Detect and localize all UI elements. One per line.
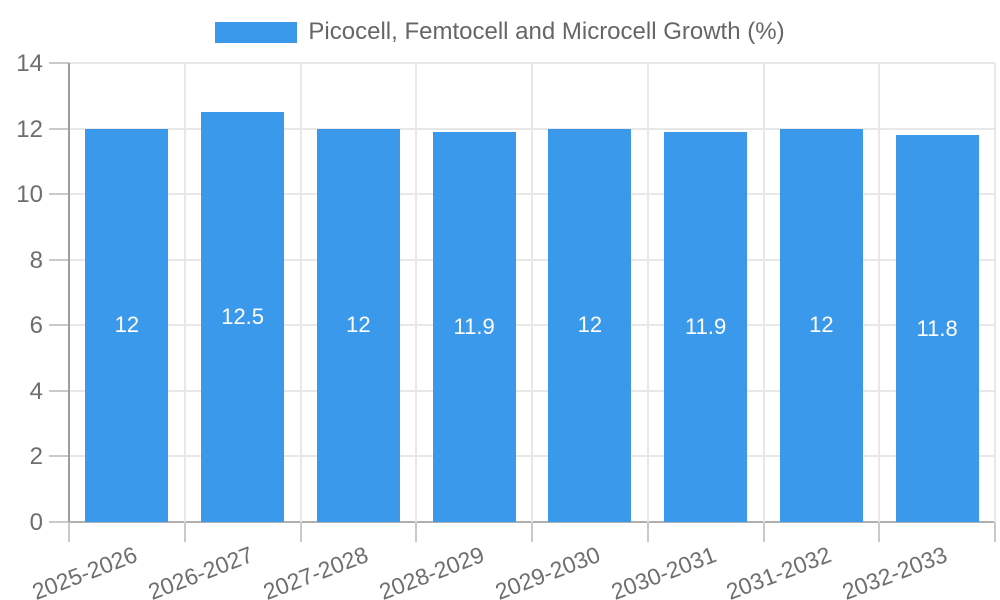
y-axis-tick: [49, 455, 69, 458]
x-axis-label[interactable]: 2027-2028: [259, 541, 372, 600]
v-gridline: [646, 63, 649, 522]
y-axis-tick-label: 10: [16, 181, 43, 209]
x-axis-tick: [878, 522, 881, 542]
y-axis-tick: [49, 193, 69, 196]
y-axis-tick-label: 6: [29, 312, 43, 340]
y-axis-tick-label: 2: [29, 443, 43, 471]
bar-value-label: 11.9: [685, 313, 727, 339]
bar-value-label: 12: [577, 312, 603, 338]
x-axis-label[interactable]: 2025-2026: [28, 541, 141, 600]
y-axis-tick: [49, 127, 69, 130]
y-axis-tick-label: 0: [29, 509, 43, 536]
y-axis-tick-label: 14: [16, 50, 43, 77]
x-axis-tick: [994, 522, 996, 542]
y-axis-tick: [49, 389, 69, 392]
x-axis-label[interactable]: 2029-2030: [491, 541, 604, 600]
x-axis-tick: [68, 522, 70, 542]
x-axis-label[interactable]: 2026-2027: [144, 541, 257, 600]
bar[interactable]: [432, 131, 516, 522]
v-gridline: [415, 63, 418, 522]
x-axis-label[interactable]: 2030-2031: [607, 541, 720, 600]
bar-value-label: 12: [114, 312, 140, 338]
y-axis-tick: [49, 521, 69, 523]
bar[interactable]: [85, 128, 169, 522]
y-axis-tick-label: 12: [16, 115, 43, 143]
bar-value-label: 11.8: [916, 315, 958, 341]
y-axis-tick: [49, 324, 69, 327]
v-gridline: [183, 63, 186, 522]
legend-label: Picocell, Femtocell and Microcell Growth…: [308, 18, 785, 45]
chart-legend[interactable]: Picocell, Femtocell and Microcell Growth…: [0, 18, 1000, 46]
x-axis-tick: [646, 522, 649, 542]
bar[interactable]: [201, 112, 285, 522]
x-axis-label[interactable]: 2031-2032: [722, 541, 835, 600]
y-axis-tick: [49, 62, 69, 64]
bar-value-label: 12: [346, 312, 371, 338]
x-axis-label[interactable]: 2028-2029: [375, 541, 488, 600]
x-axis-tick: [762, 522, 765, 542]
x-axis-tick: [415, 522, 418, 542]
bar-value-label: 11.9: [453, 313, 495, 339]
y-axis-line: [68, 63, 70, 522]
v-gridline: [762, 63, 765, 522]
bar[interactable]: [895, 135, 979, 522]
x-axis-label[interactable]: 2032-2033: [838, 541, 951, 600]
legend-swatch-icon: [215, 21, 298, 43]
x-axis-tick: [299, 522, 302, 542]
bar-value-label: 12: [809, 312, 834, 338]
y-axis-tick: [49, 258, 69, 261]
bar[interactable]: [664, 131, 748, 522]
x-axis-tick: [531, 522, 533, 542]
bar-value-label: 12.5: [221, 304, 265, 330]
x-axis-tick: [183, 522, 186, 542]
v-gridline: [994, 63, 996, 522]
bar[interactable]: [779, 128, 863, 522]
y-axis-tick-label: 4: [29, 377, 43, 405]
bar[interactable]: [316, 128, 400, 522]
v-gridline: [878, 63, 881, 522]
v-gridline: [299, 63, 302, 522]
y-axis-tick-label: 8: [29, 246, 43, 274]
bar[interactable]: [548, 128, 632, 522]
v-gridline: [531, 63, 533, 522]
